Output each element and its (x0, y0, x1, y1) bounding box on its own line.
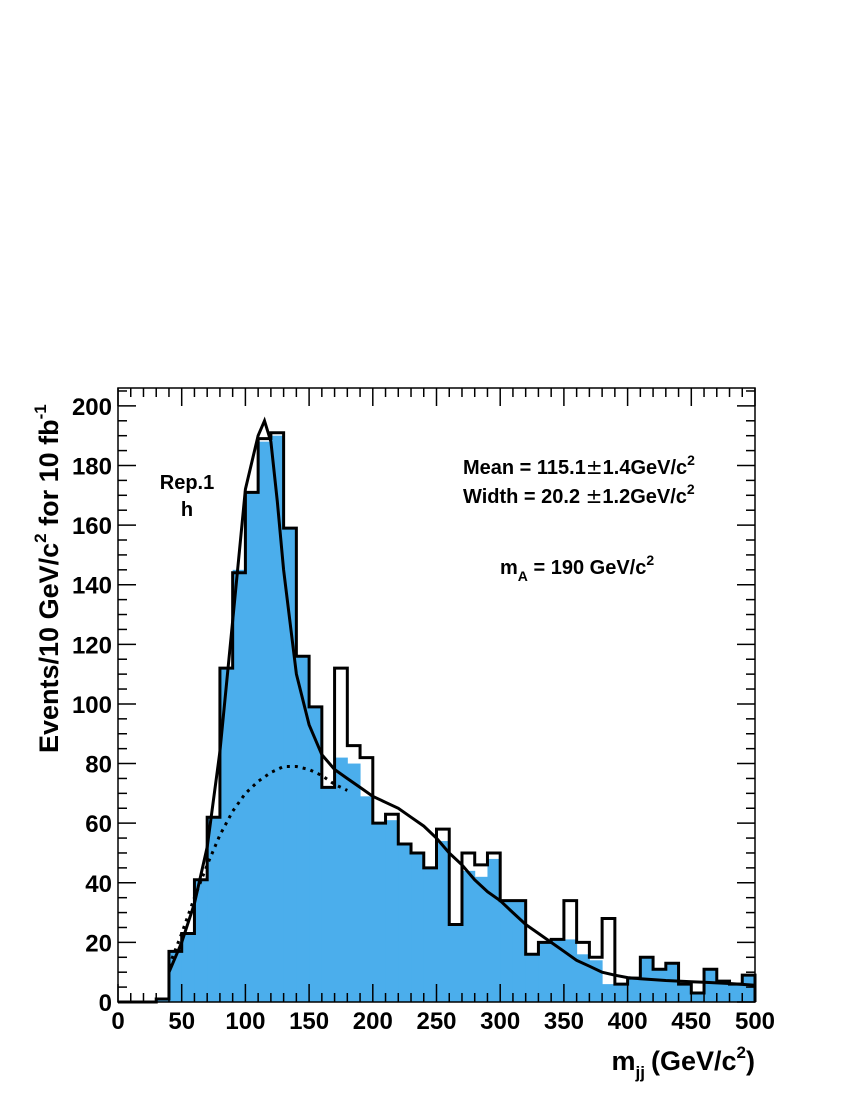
y-tick-label: 140 (72, 573, 112, 600)
y-tick-label: 80 (85, 752, 112, 779)
histogram-outline (118, 431, 757, 1004)
histogram-bin (691, 993, 705, 1002)
histogram-bin (296, 656, 310, 1002)
histogram-bin (500, 900, 514, 1002)
mean-annotation: Mean = 115.1±1.4GeV/c2 (463, 452, 695, 479)
y-axis-title: Events/10 GeV/c2 for 10 fb-1 (31, 404, 64, 753)
y-tick-label: 160 (72, 513, 112, 540)
y-tick-label: 20 (85, 930, 112, 957)
histogram-bin (563, 939, 578, 1002)
histogram-bin (665, 963, 680, 1002)
histogram-bin (525, 954, 539, 1002)
histogram-bin (219, 668, 234, 1002)
histogram-bin (245, 492, 259, 1002)
histogram-bin (512, 900, 527, 1002)
histogram-bin (474, 876, 488, 1002)
x-tick-label: 400 (608, 1008, 648, 1035)
x-tick-label: 450 (671, 1008, 711, 1035)
histogram-bin (551, 939, 565, 1002)
histogram-bin (372, 823, 387, 1002)
rep-label-line2: h (181, 499, 193, 521)
histogram-bin (678, 984, 692, 1002)
rep-label-line1: Rep.1 (160, 472, 214, 494)
x-tick-label: 50 (168, 1008, 195, 1035)
y-tick-label: 0 (99, 990, 112, 1017)
histogram-bin (309, 706, 323, 1002)
y-tick-label: 100 (72, 692, 112, 719)
mass-annotation: mA = 190 GeV/c2 (500, 552, 654, 584)
histogram-bin (334, 757, 348, 1002)
histogram-bin (436, 841, 450, 1002)
y-tick-label: 120 (72, 632, 112, 659)
histogram-bin (258, 441, 272, 1002)
histogram-bin (207, 817, 221, 1002)
x-tick-label: 100 (225, 1008, 265, 1035)
histogram-bin (321, 787, 336, 1002)
x-tick-label: 150 (289, 1008, 329, 1035)
histogram-bin (538, 942, 552, 1002)
histogram-bin (347, 763, 361, 1002)
histogram-bin (716, 981, 731, 1002)
histogram-bin (194, 879, 208, 1002)
x-tick-label: 200 (353, 1008, 393, 1035)
total-fit-curve (167, 416, 756, 987)
y-tick-label: 180 (72, 453, 112, 480)
y-tick-label: 40 (85, 871, 112, 898)
histogram-bin (653, 969, 667, 1002)
histogram-bin (385, 820, 399, 1002)
histogram-bin (423, 867, 437, 1002)
y-tick-label: 200 (72, 394, 112, 421)
x-tick-label: 350 (544, 1008, 584, 1035)
x-axis-title: mjj (GeV/c2) (612, 1043, 755, 1082)
histogram-bin (627, 978, 641, 1002)
x-tick-label: 500 (735, 1008, 775, 1035)
y-tick-label: 60 (85, 811, 112, 838)
histogram-bin (614, 984, 629, 1002)
histogram-bin (461, 870, 476, 1002)
histogram-bin (181, 933, 195, 1002)
histogram-fill (156, 435, 756, 1002)
histogram-bin (232, 569, 246, 1002)
histogram-bin (411, 852, 425, 1002)
x-tick-label: 300 (480, 1008, 520, 1035)
x-tick-label: 0 (111, 1008, 124, 1035)
histogram-bin (270, 435, 285, 1002)
axis-ticks (117, 388, 756, 1003)
histogram-bin (449, 924, 463, 1002)
histogram-bin (398, 844, 412, 1002)
histogram-bin (729, 984, 743, 1002)
width-annotation: Width = 20.2 ±1.2GeV/c2 (463, 481, 695, 508)
histogram-bin (742, 975, 756, 1002)
x-tick-label: 250 (416, 1008, 456, 1035)
histogram-bin (360, 796, 374, 1002)
histogram-bin (602, 984, 616, 1002)
axis-tick-labels: 0 50 100 150 200 250 300 350 400 450 500 0 20 40 60 80 1… (72, 394, 775, 1035)
histogram-bin (704, 969, 718, 1002)
